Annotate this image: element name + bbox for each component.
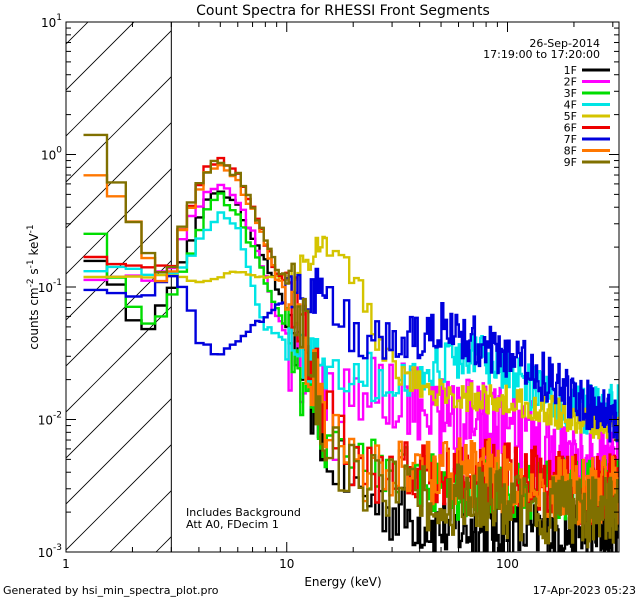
y-tick-label: 10-3 — [38, 543, 62, 560]
timestamp-label: 17-Apr-2023 05:23 — [533, 584, 636, 597]
series-line-9F — [83, 133, 619, 549]
legend-label: 4F — [564, 99, 577, 112]
legend-label: 3F — [564, 87, 577, 100]
generated-by-label: Generated by hsi_min_spectra_plot.pro — [3, 584, 219, 597]
legend-label: 5F — [564, 110, 577, 123]
y-tick-label: 10-1 — [38, 278, 62, 295]
axis-ticks: 1 10 100 101 100 10-1 10-2 10-3 — [38, 13, 619, 571]
series-line-7F — [83, 267, 619, 443]
legend-label: 2F — [564, 76, 577, 89]
chart-title: Count Spectra for RHESSI Front Segments — [196, 3, 490, 19]
hatch-line — [66, 214, 172, 321]
hatch-line — [66, 444, 172, 551]
hatch-line — [66, 168, 172, 275]
legend-label: 6F — [564, 122, 577, 135]
series-layer — [83, 133, 619, 552]
y-axis-label: counts cm-2 s-1 keV-1 — [26, 224, 41, 349]
hatch-line — [66, 30, 172, 137]
hatch-line — [616, 0, 640, 552]
y-tick-label: 10-2 — [38, 411, 62, 428]
y-tick-label: 100 — [41, 146, 62, 163]
series-line-4F — [83, 211, 619, 435]
hatch-line — [66, 398, 172, 505]
date-label: 26-Sep-2014 — [529, 37, 600, 50]
x-tick-label: 100 — [496, 557, 519, 571]
series-line-6F — [83, 156, 619, 526]
x-tick-label: 1 — [62, 557, 70, 571]
legend-label: 8F — [564, 145, 577, 158]
y-tick-label: 101 — [41, 13, 62, 30]
legend-label: 9F — [564, 156, 577, 169]
annotation-line-2: Att A0, FDecim 1 — [186, 518, 279, 531]
hatched-region — [66, 0, 640, 552]
hatch-line — [66, 352, 172, 459]
legend-label: 1F — [564, 64, 577, 77]
x-axis-label: Energy (keV) — [304, 575, 381, 589]
hatch-line — [66, 22, 135, 91]
annotation-line-1: Includes Background — [186, 506, 301, 519]
legend-label: 7F — [564, 133, 577, 146]
series-line-5F — [83, 235, 619, 442]
time-range-label: 17:19:00 to 17:20:00 — [483, 48, 600, 61]
x-tick-label: 10 — [279, 557, 294, 571]
